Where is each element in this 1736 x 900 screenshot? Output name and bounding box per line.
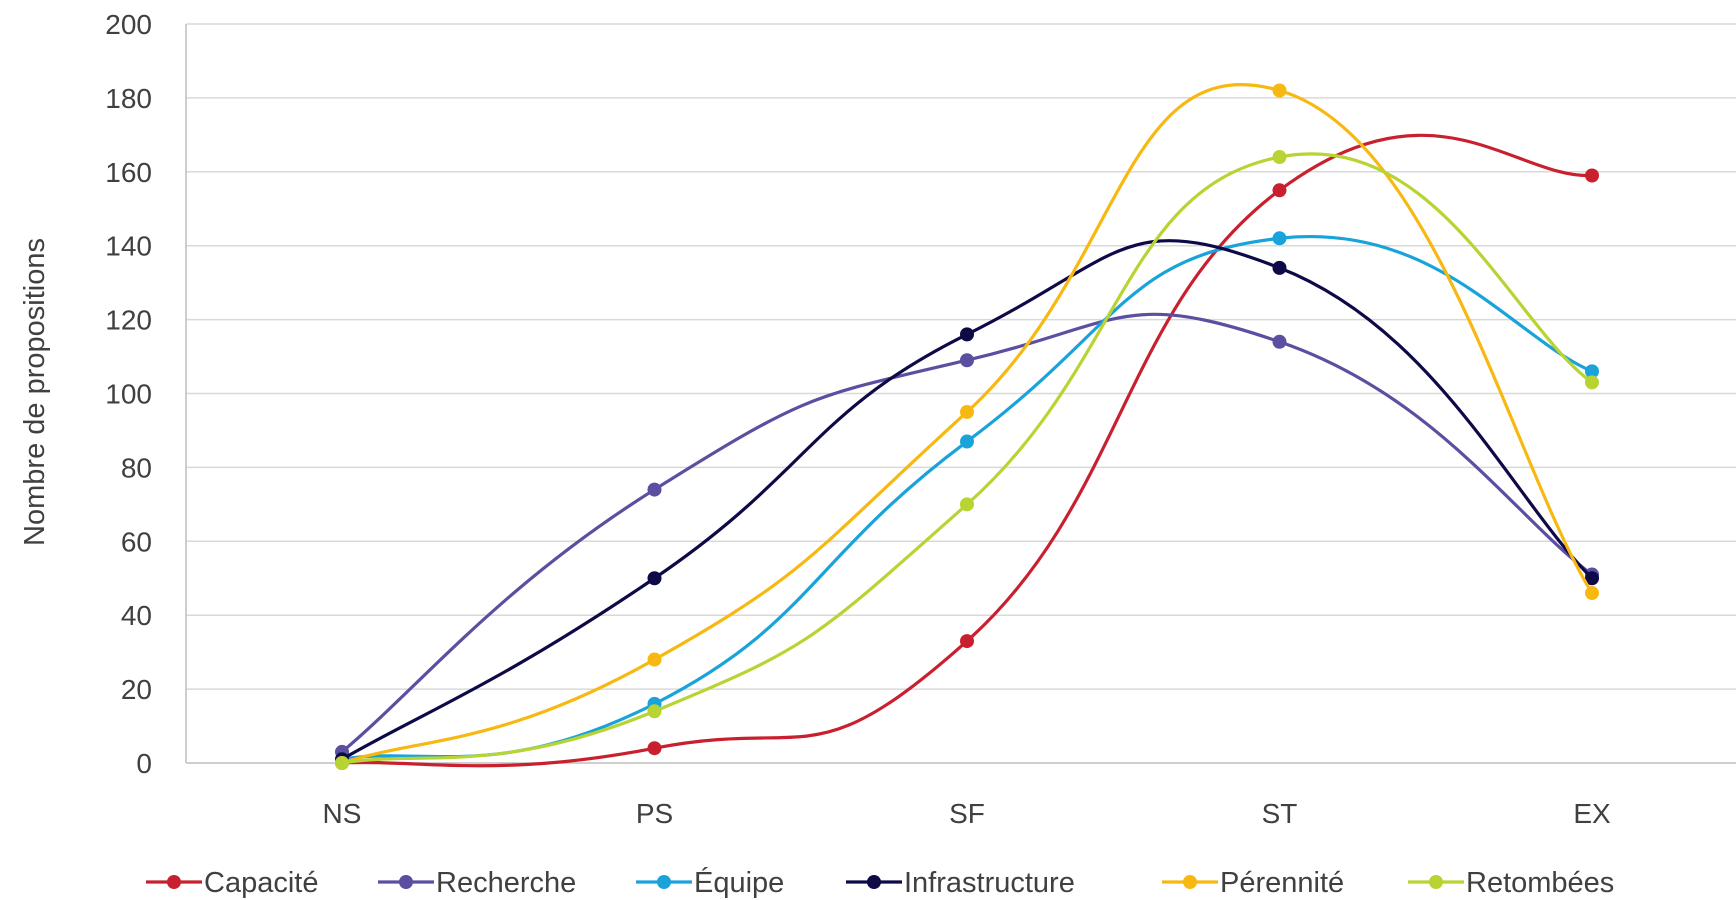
x-tick-label: ST bbox=[1262, 798, 1298, 829]
data-point-capacite-sf bbox=[960, 634, 974, 649]
legend: Capacité Recherche Équipe Infrastructure Pér… bbox=[146, 866, 1614, 899]
data-point-equipe-st bbox=[1272, 231, 1287, 246]
y-tick-label: 140 bbox=[105, 231, 152, 262]
x-tick-label: NS bbox=[323, 798, 362, 829]
legend-swatch-marker bbox=[1429, 875, 1443, 889]
data-point-retombees-ex bbox=[1585, 375, 1599, 390]
legend-item-perennite: Pérennité bbox=[1162, 867, 1344, 899]
legend-swatch-marker bbox=[1183, 875, 1197, 889]
series-line-capacite bbox=[340, 133, 1594, 768]
x-tick-label: EX bbox=[1573, 798, 1611, 829]
legend-label: Équipe bbox=[694, 866, 784, 899]
y-tick-label: 20 bbox=[121, 674, 152, 705]
series-retombees bbox=[335, 150, 1599, 770]
data-point-infrastructure-st bbox=[1272, 260, 1287, 275]
legend-swatch-marker bbox=[399, 875, 413, 889]
legend-swatch-marker bbox=[167, 875, 181, 889]
data-point-equipe-sf bbox=[960, 434, 974, 449]
y-tick-label: 160 bbox=[105, 157, 152, 188]
data-point-perennite-ex bbox=[1585, 586, 1599, 601]
legend-label: Capacité bbox=[204, 867, 318, 899]
data-point-recherche-ps bbox=[647, 482, 662, 497]
legend-label: Infrastructure bbox=[904, 867, 1075, 899]
data-point-retombees-sf bbox=[960, 497, 974, 512]
data-point-capacite-ex bbox=[1585, 168, 1599, 183]
legend-swatch-marker bbox=[867, 875, 881, 889]
gridlines bbox=[186, 23, 1736, 690]
data-point-retombees-st bbox=[1272, 150, 1287, 165]
data-point-infrastructure-sf bbox=[960, 327, 974, 342]
data-point-infrastructure-ex bbox=[1585, 571, 1599, 586]
legend-label: Pérennité bbox=[1220, 867, 1344, 899]
legend-item-equipe: Équipe bbox=[636, 866, 784, 899]
series-capacite bbox=[335, 133, 1599, 770]
data-point-perennite-ps bbox=[647, 652, 662, 667]
series-line-recherche bbox=[340, 312, 1594, 754]
y-tick-label: 100 bbox=[105, 379, 152, 410]
series-line-perennite bbox=[340, 83, 1594, 765]
data-point-retombees-ps bbox=[647, 704, 662, 719]
data-point-equipe-ex bbox=[1585, 364, 1599, 379]
series-group bbox=[335, 83, 1599, 770]
x-tick-label: SF bbox=[949, 798, 985, 829]
data-point-perennite-st bbox=[1272, 83, 1287, 98]
y-tick-label: 40 bbox=[121, 600, 152, 631]
data-point-infrastructure-ps bbox=[647, 571, 662, 586]
axes bbox=[185, 24, 1736, 764]
legend-label: Retombées bbox=[1466, 867, 1614, 899]
legend-swatch-marker bbox=[657, 875, 671, 889]
y-tick-label: 60 bbox=[121, 526, 152, 557]
series-line-retombees bbox=[340, 152, 1594, 765]
legend-item-capacite: Capacité bbox=[146, 867, 318, 899]
x-tick-label: PS bbox=[636, 798, 673, 829]
y-tick-label: 80 bbox=[121, 452, 152, 483]
y-tick-label: 120 bbox=[105, 305, 152, 336]
data-point-recherche-sf bbox=[960, 353, 974, 368]
y-tick-labels: 0 20 40 60 80 100 120 140 160 180 200 bbox=[105, 9, 152, 779]
series-recherche bbox=[335, 312, 1599, 759]
y-tick-label: 200 bbox=[105, 9, 152, 40]
legend-label: Recherche bbox=[436, 867, 576, 899]
data-point-perennite-sf bbox=[960, 404, 974, 419]
x-tick-labels: NS PS SF ST EX bbox=[323, 798, 1611, 829]
y-tick-label: 180 bbox=[105, 83, 152, 114]
legend-item-infrastructure: Infrastructure bbox=[846, 867, 1075, 899]
legend-item-recherche: Recherche bbox=[378, 867, 576, 899]
y-axis-title: Nombre de propositions bbox=[19, 238, 51, 546]
legend-item-retombees: Retombées bbox=[1408, 867, 1614, 899]
y-tick-label: 0 bbox=[136, 748, 152, 779]
data-point-capacite-st bbox=[1272, 183, 1287, 198]
data-point-recherche-st bbox=[1272, 334, 1287, 349]
data-point-retombees-ns bbox=[335, 756, 349, 770]
data-point-capacite-ps bbox=[647, 741, 662, 756]
